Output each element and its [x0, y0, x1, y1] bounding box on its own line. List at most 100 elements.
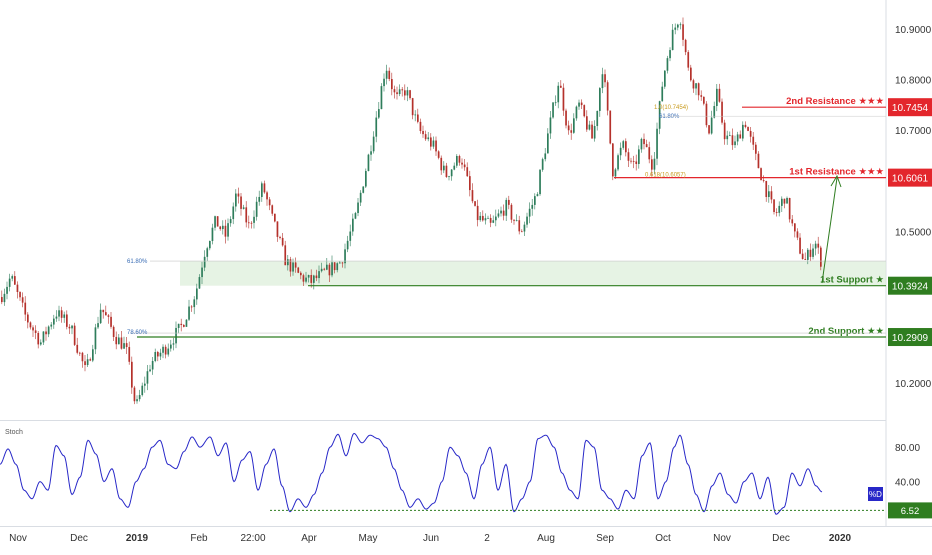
candle-body	[541, 159, 544, 170]
candle-body	[214, 216, 216, 228]
candle-body	[630, 160, 632, 162]
candle-body	[300, 272, 302, 276]
candle-body	[414, 114, 417, 116]
candle-body	[664, 70, 666, 87]
candle-body	[593, 126, 596, 139]
candle-body	[684, 39, 687, 53]
candle-body	[445, 165, 448, 178]
candle-body	[549, 117, 552, 134]
candle-body	[136, 399, 138, 402]
candle-body	[196, 288, 198, 300]
candle-body	[146, 371, 149, 384]
candle-body	[757, 153, 760, 169]
candle-body	[105, 312, 107, 316]
candle-body	[697, 83, 700, 96]
candle-body	[120, 337, 123, 349]
candle-body	[627, 152, 630, 161]
candle-body	[346, 240, 349, 250]
level-badge-value: 10.6061	[892, 174, 929, 185]
candle-body	[526, 216, 528, 225]
candle-body	[401, 89, 404, 91]
candle-body	[287, 259, 289, 266]
candle-body	[726, 135, 729, 140]
candle-body	[19, 291, 21, 298]
candle-body	[102, 309, 105, 313]
candle-body	[253, 216, 255, 223]
candle-body	[349, 231, 352, 241]
candle-body	[807, 249, 809, 260]
time-tick-label: Apr	[301, 533, 317, 544]
candle-body	[586, 116, 588, 130]
candle-body	[289, 259, 292, 272]
candle-body	[86, 359, 89, 366]
candle-body	[170, 344, 172, 349]
candle-body	[274, 213, 276, 222]
candle-body	[128, 347, 131, 362]
candle-body	[411, 98, 414, 116]
candle-body	[66, 314, 68, 327]
candle-body	[773, 199, 775, 212]
candle-body	[588, 124, 591, 130]
candle-body	[565, 110, 567, 126]
candle-body	[661, 86, 664, 102]
candle-body	[125, 343, 128, 348]
candle-body	[736, 134, 739, 142]
candle-body	[734, 141, 736, 146]
level-badge	[888, 328, 932, 347]
candle-body	[560, 85, 562, 88]
candle-body	[183, 324, 185, 327]
candle-body	[690, 67, 692, 81]
candle-body	[154, 352, 157, 361]
candle-body	[443, 165, 445, 171]
candle-body	[73, 325, 76, 345]
candle-body	[669, 50, 671, 59]
candle-body	[531, 204, 534, 209]
candle-body	[245, 207, 248, 223]
candle-body	[6, 286, 8, 294]
candle-body	[203, 256, 206, 268]
candle-body	[435, 140, 437, 152]
candle-body	[801, 253, 804, 260]
candle-body	[393, 89, 396, 93]
price-tick-label: 10.5000	[895, 227, 932, 238]
candle-body	[89, 359, 92, 361]
candle-body	[744, 124, 747, 128]
candle-body	[679, 24, 682, 26]
candle-body	[258, 196, 261, 202]
candle-body	[427, 137, 430, 140]
candle-body	[255, 201, 258, 217]
candle-body	[266, 192, 268, 200]
time-tick-label: Aug	[537, 533, 555, 544]
candle-body	[378, 109, 380, 118]
candlestick-series	[1, 17, 822, 405]
candle-body	[474, 201, 476, 206]
candle-body	[141, 385, 144, 396]
candle-body	[547, 133, 549, 154]
candle-body	[92, 349, 94, 361]
candle-body	[539, 169, 541, 195]
projection-arrow	[821, 174, 842, 284]
candle-body	[817, 243, 820, 248]
candle-body	[508, 199, 510, 205]
candle-body	[682, 24, 684, 40]
candle-body	[448, 176, 450, 178]
stoch-line	[0, 432, 823, 515]
candle-body	[570, 130, 573, 133]
candle-body	[666, 58, 669, 71]
candle-body	[34, 330, 37, 333]
candle-body	[749, 130, 752, 137]
level-label: 1st Support ★	[820, 275, 884, 286]
level-badge-value: 10.7454	[892, 103, 929, 114]
stoch-current-badge: 6.52	[888, 502, 932, 519]
candle-body	[250, 222, 253, 224]
candle-body	[396, 92, 398, 95]
candle-body	[580, 102, 583, 106]
candle-body	[643, 138, 645, 145]
candle-body	[279, 236, 281, 238]
candle-body	[8, 278, 11, 287]
price-tick-label: 10.8000	[895, 76, 932, 87]
candle-body	[115, 336, 118, 345]
candle-body	[775, 211, 778, 213]
candle-body	[422, 130, 424, 135]
candle-body	[424, 134, 427, 140]
